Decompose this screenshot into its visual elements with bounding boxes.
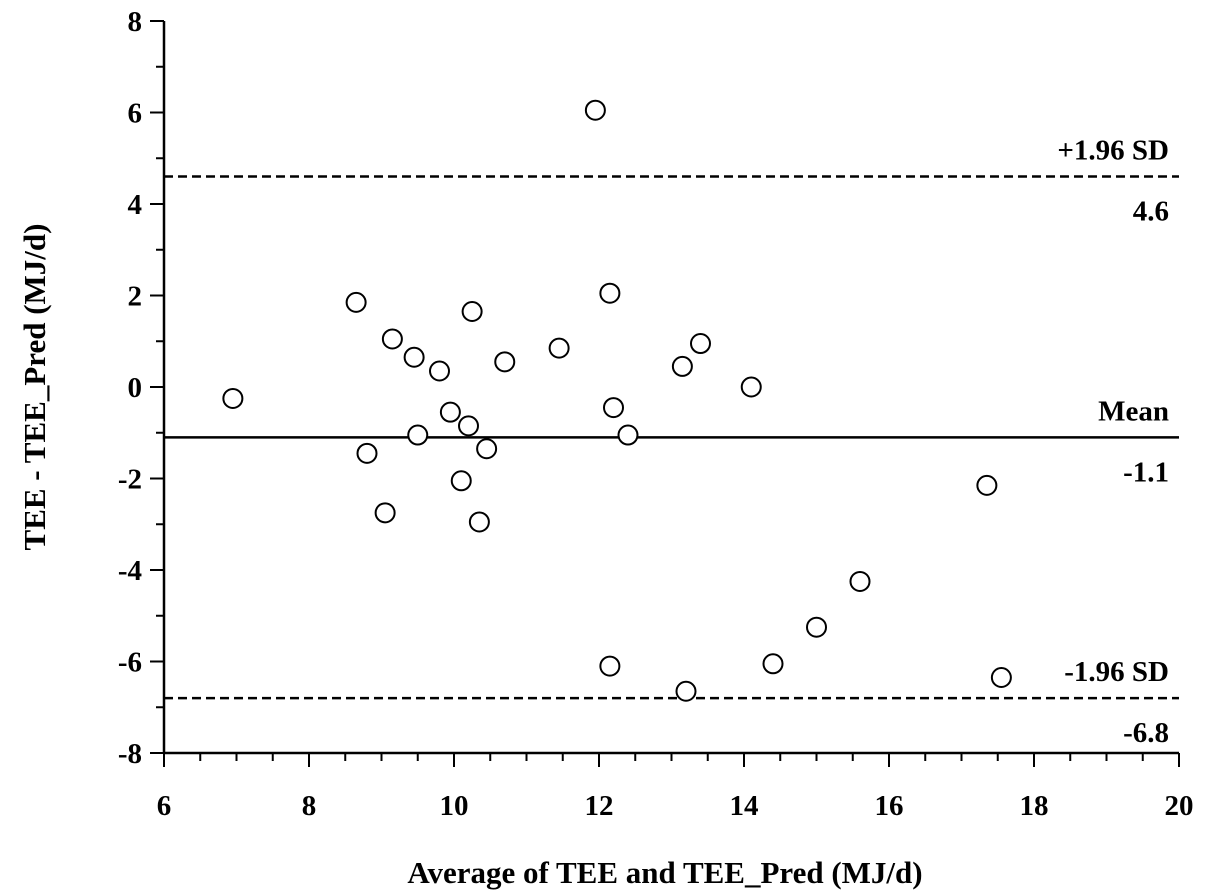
x-tick-label: 8	[302, 790, 317, 822]
data-point	[599, 655, 621, 677]
data-point	[403, 346, 425, 368]
data-point	[617, 424, 639, 446]
data-point	[548, 337, 570, 359]
data-point	[476, 438, 498, 460]
x-tick-label: 10	[440, 790, 469, 822]
data-point	[458, 415, 479, 437]
y-tick-label: -6	[118, 647, 142, 679]
data-point	[407, 424, 429, 446]
y-tick-label: 4	[128, 189, 143, 221]
x-tick-label: 18	[1020, 790, 1049, 822]
data-point	[740, 376, 762, 398]
reference-line-value: -6.8	[1123, 717, 1169, 749]
data-point	[990, 667, 1012, 689]
y-tick-label: -2	[118, 464, 142, 496]
data-point	[976, 474, 998, 496]
y-axis-title: TEE - TEE_Pred (MJ/d)	[17, 224, 52, 551]
x-tick-label: 20	[1165, 790, 1194, 822]
data-point	[494, 351, 516, 373]
x-tick-label: 12	[585, 790, 614, 822]
data-points	[222, 99, 1012, 702]
data-point	[690, 333, 711, 355]
data-point	[762, 653, 784, 675]
y-tick-label: -8	[118, 738, 142, 770]
reference-line-name: Mean	[1098, 395, 1169, 427]
y-tick-label: 2	[128, 281, 143, 313]
data-point	[345, 291, 367, 313]
data-point	[450, 470, 472, 492]
data-point	[461, 301, 483, 323]
data-point	[356, 442, 378, 464]
data-point	[671, 355, 693, 377]
reference-line-name: +1.96 SD	[1057, 135, 1169, 167]
x-tick-label: 14	[730, 790, 759, 822]
x-axis-title: Average of TEE and TEE_Pred (MJ/d)	[407, 855, 922, 890]
reference-line-name: -1.96 SD	[1064, 656, 1169, 688]
y-tick-label: 0	[128, 372, 143, 404]
data-point	[222, 387, 244, 409]
reference-lines: +1.96 SD 4.6 Mean -1.1 -1.96 SD -6.8	[164, 135, 1179, 749]
y-tick-label: 8	[128, 6, 143, 38]
data-point	[468, 511, 490, 533]
data-point	[429, 360, 450, 382]
data-point	[675, 680, 697, 702]
reference-line-value: -1.1	[1123, 456, 1169, 488]
y-tick-label: -4	[118, 555, 142, 587]
x-tick-label: 16	[875, 790, 904, 822]
y-tick-label: 6	[128, 98, 143, 130]
x-tick-label: 6	[157, 790, 172, 822]
data-point	[599, 282, 621, 304]
data-point	[439, 401, 461, 423]
data-point	[381, 328, 403, 350]
axes: -8 -6 -4 -2 0 2 4 6 8 6 8 10 12 14 16 18 20	[118, 6, 1194, 822]
data-point	[806, 616, 827, 638]
data-point	[603, 397, 624, 419]
reference-line-value: 4.6	[1133, 196, 1169, 228]
data-point	[584, 99, 606, 121]
data-point	[374, 502, 396, 524]
data-point	[849, 570, 871, 592]
